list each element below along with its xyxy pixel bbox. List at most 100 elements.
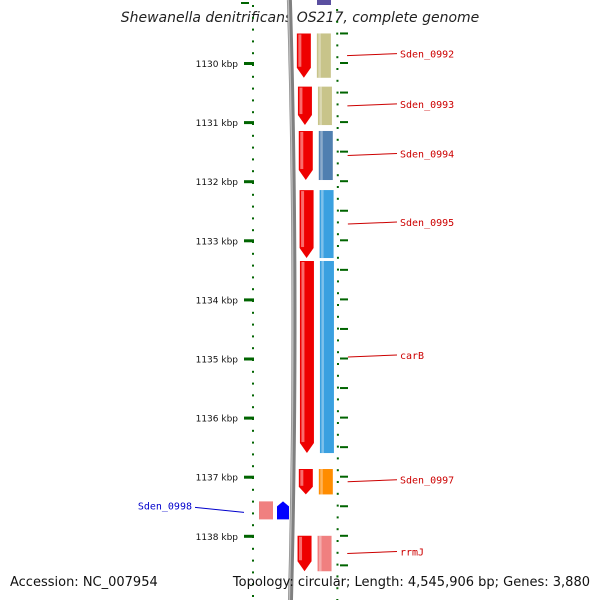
- ruler-dot: [336, 209, 339, 212]
- cds-block: [317, 0, 331, 5]
- ruler-dot: [252, 571, 254, 574]
- ruler-tick-label: 1137 kbp: [196, 474, 239, 484]
- ruler-dot: [336, 233, 339, 236]
- backbone-line: [286, 0, 297, 600]
- ruler-dot: [336, 103, 339, 106]
- ruler-tick: [340, 180, 348, 183]
- gene-arrow-highlight: [301, 261, 305, 443]
- ruler-tick: [340, 32, 348, 35]
- ruler-dot: [252, 323, 254, 326]
- gene-label: Sden_0995: [400, 218, 454, 229]
- gene-label: Sden_0998: [138, 501, 192, 512]
- ruler-tick-label: 1131 kbp: [196, 119, 239, 129]
- accession-text: Accession: NC_007954: [10, 575, 158, 590]
- ruler-dot: [336, 516, 339, 519]
- gene-label: Sden_0994: [400, 149, 454, 160]
- cds-highlight: [320, 130, 323, 181]
- cds-block: [319, 260, 334, 454]
- ruler-dot: [336, 32, 339, 35]
- cds-highlight: [321, 190, 324, 259]
- ruler-dot: [336, 68, 339, 70]
- ruler-tick-label: 1138 kbp: [196, 533, 239, 543]
- gene-leader-line: [347, 479, 398, 483]
- ruler-dot: [336, 481, 339, 483]
- gene-arrow-highlight: [300, 470, 304, 486]
- gene-block: [259, 501, 273, 520]
- ruler-dot: [336, 528, 339, 531]
- ruler-dot: [252, 394, 254, 397]
- ruler-tick: [244, 416, 254, 420]
- ruler-tick: [340, 298, 348, 301]
- ruler-dot: [252, 87, 254, 90]
- gene-arrow-highlight: [299, 536, 303, 561]
- ruler-tick-label: 1136 kbp: [196, 415, 239, 425]
- ruler-dot: [336, 79, 339, 82]
- ruler-dot: [252, 193, 254, 196]
- ruler-dot: [252, 52, 254, 55]
- ruler-dot: [336, 9, 339, 11]
- ruler-dot: [252, 146, 254, 149]
- ruler-dot: [252, 264, 254, 267]
- ruler-tick: [340, 239, 348, 242]
- ruler-dot: [252, 111, 254, 114]
- cds-highlight: [320, 469, 323, 495]
- map-title: Shewanella denitrificans OS217, complete…: [120, 10, 480, 26]
- ruler-dot: [336, 268, 339, 271]
- ruler-tick: [340, 416, 348, 419]
- ruler-dot: [252, 512, 254, 515]
- ruler-tick: [340, 268, 348, 271]
- genome-backbone: [286, 0, 297, 600]
- ruler-dot: [336, 433, 339, 436]
- gene-leader-line: [347, 221, 398, 225]
- ruler-dot: [336, 492, 339, 495]
- position-ruler: 1130 kbp 1131 kbp 1132 kbp 1133 kbp 1134 kbp…: [196, 2, 348, 600]
- ruler-dot: [252, 370, 254, 373]
- cds-block: [318, 469, 333, 495]
- ruler-dot: [252, 488, 254, 491]
- cds-highlight: [319, 535, 322, 572]
- gene-label: Sden_0992: [400, 50, 454, 61]
- gene-leader-line: [194, 506, 245, 513]
- ruler-dot: [336, 363, 339, 365]
- ruler-dot: [252, 583, 254, 586]
- ruler-dot: [336, 575, 339, 578]
- ruler-dot: [252, 229, 254, 232]
- ruler-tick: [340, 62, 348, 64]
- topology-text: Topology: circular; Length: 4,545,906 bp…: [232, 575, 590, 590]
- cds-block: [316, 33, 331, 78]
- ruler-dot: [252, 465, 254, 468]
- ruler-dot: [336, 304, 339, 306]
- gene-leader-line: [347, 354, 398, 358]
- cds-highlight: [319, 86, 322, 126]
- ruler-tick: [340, 357, 348, 360]
- ruler-dot: [336, 292, 339, 295]
- ruler-dot: [336, 56, 339, 59]
- ruler-dot: [252, 252, 254, 255]
- ruler-dot: [336, 280, 339, 283]
- ruler-dot: [336, 197, 339, 200]
- ruler-dot: [252, 288, 254, 291]
- ruler-tick-label: 1133 kbp: [196, 237, 239, 247]
- gene-labels: Sden_0992 Sden_0993 Sden_0994 Sden_0995 carB…: [138, 50, 454, 559]
- cds-block: [318, 130, 333, 181]
- ruler-dot: [336, 540, 339, 542]
- ruler-dot: [336, 351, 339, 354]
- ruler-dot: [336, 162, 339, 165]
- ruler-tick: [244, 357, 254, 361]
- ruler-dot: [252, 28, 254, 31]
- gene-label: carB: [400, 351, 424, 362]
- ruler-dot: [336, 315, 339, 318]
- ruler-dot: [252, 347, 254, 350]
- ruler-tick: [241, 2, 249, 4]
- ruler-tick: [340, 121, 348, 124]
- ruler-tick-label: 1130 kbp: [196, 60, 239, 70]
- ruler-dot: [336, 445, 339, 448]
- ruler-tick: [244, 475, 254, 479]
- ruler-dot: [336, 186, 339, 188]
- ruler-tick: [340, 387, 348, 390]
- ruler-dot: [252, 99, 254, 102]
- ruler-dot: [252, 75, 254, 78]
- ruler-dot: [336, 91, 339, 94]
- ruler-tick: [340, 446, 348, 449]
